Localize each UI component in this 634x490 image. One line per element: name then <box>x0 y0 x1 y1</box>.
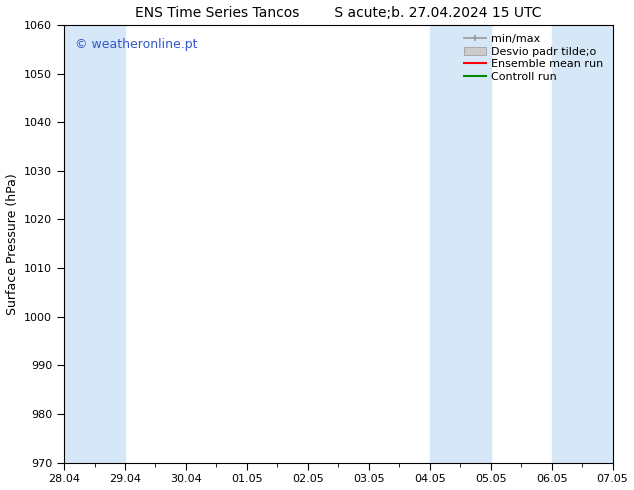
Bar <box>552 25 612 463</box>
Bar <box>430 25 491 463</box>
Text: © weatheronline.pt: © weatheronline.pt <box>75 38 198 51</box>
Y-axis label: Surface Pressure (hPa): Surface Pressure (hPa) <box>6 173 18 315</box>
Bar <box>64 25 125 463</box>
Legend: min/max, Desvio padr tilde;o, Ensemble mean run, Controll run: min/max, Desvio padr tilde;o, Ensemble m… <box>460 30 607 85</box>
Title: ENS Time Series Tancos        S acute;b. 27.04.2024 15 UTC: ENS Time Series Tancos S acute;b. 27.04.… <box>135 5 541 20</box>
